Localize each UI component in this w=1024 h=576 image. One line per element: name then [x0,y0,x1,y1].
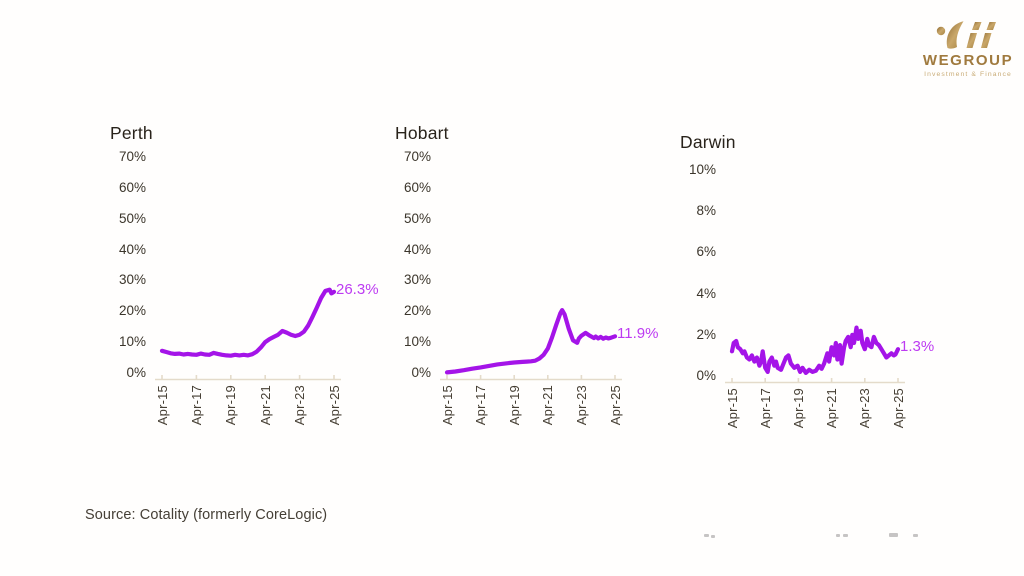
y-tick-label: 10% [403,334,431,350]
y-tick-label: 10% [118,334,146,350]
x-tick-label: Apr-19 [506,385,522,426]
logo-tagline-text: Investment & Finance [924,71,1012,78]
y-tick-label: 30% [403,272,431,288]
y-tick-label: 20% [118,303,146,319]
x-tick-label: Apr-15 [154,385,170,426]
logo-brand-text: WEGROUP [922,52,1014,69]
wegroup-logo-icon [936,21,996,49]
y-tick-label: 40% [403,241,431,257]
y-tick-label: 0% [126,365,146,380]
y-tick-label: 6% [696,244,716,260]
x-axis: Apr-15 Apr-17 Apr-19 Apr-21 Apr-23 Apr-25 [94,385,366,447]
y-tick-label: 40% [118,241,146,257]
line-series [440,308,622,381]
y-tick-label: 0% [696,368,716,383]
line-series [725,325,905,384]
plot-area: 26.3% [152,157,379,385]
x-tick-label: Apr-15 [439,385,455,426]
chart-title: Darwin [680,132,736,152]
y-tick-label: 50% [403,210,431,226]
line-series [155,287,341,381]
y-tick-label: 10% [688,162,716,177]
series-end-label: 1.3% [900,338,935,356]
y-tick-label: 70% [118,149,146,164]
chart-title: Hobart [395,123,449,143]
series-end-label: 26.3% [336,280,379,298]
x-tick-label: Apr-17 [473,385,489,426]
y-tick-label: 0% [411,365,431,380]
x-tick-label: Apr-15 [724,388,740,429]
x-tick-label: Apr-21 [824,388,840,429]
chart-hobart: Hobart 70% 60% 50% 40% 30% 20% 10% 0% 11.9% Apr… [379,118,658,453]
x-tick-label: Apr-23 [857,388,873,429]
x-tick-label: Apr-23 [292,385,308,426]
x-tick-label: Apr-17 [757,388,773,429]
chart-title: Perth [110,123,153,143]
chart-perth: Perth 70% 60% 50% 40% 30% 20% 10% 0% 26.3% Apr-… [94,118,379,453]
plot-area: 1.3% [722,170,934,388]
wegroup-logo: WEGROUP Investment & Finance [918,20,1018,78]
cropped-text-fragment [711,535,715,538]
x-tick-label: Apr-23 [573,385,589,426]
y-tick-label: 70% [403,149,431,164]
x-tick-label: Apr-25 [326,385,342,426]
x-tick-label: Apr-25 [890,388,906,429]
x-axis: Apr-15 Apr-17 Apr-19 Apr-21 Apr-23 Apr-25 [379,385,651,447]
cropped-text-fragment [704,534,709,537]
cropped-text-fragment [889,533,898,537]
cropped-text-fragment [843,534,848,537]
y-tick-label: 8% [696,203,716,219]
y-tick-label: 60% [118,179,146,195]
series-end-label: 11.9% [617,325,659,343]
cropped-text-fragment [913,534,918,537]
chart-darwin: Darwin 10% 8% 6% 4% 2% 0% 1.3% Apr-15 Apr-17 Ap… [664,118,936,453]
y-tick-label: 30% [118,272,146,288]
y-tick-label: 60% [403,179,431,195]
x-tick-label: Apr-21 [540,385,556,426]
x-tick-label: Apr-17 [188,385,204,426]
cropped-text-fragment [836,534,840,537]
x-tick-label: Apr-21 [257,385,273,426]
x-tick-label: Apr-19 [790,388,806,429]
x-tick-label: Apr-25 [607,385,623,426]
y-tick-label: 4% [696,285,716,301]
plot-area: 11.9% [437,157,658,385]
source-note: Source: Cotality (formerly CoreLogic) [85,507,328,523]
y-tick-label: 2% [696,326,716,342]
y-tick-label: 20% [403,303,431,319]
x-axis: Apr-15 Apr-17 Apr-19 Apr-21 Apr-23 Apr-25 [664,388,936,450]
x-tick-label: Apr-19 [223,385,239,426]
y-tick-label: 50% [118,210,146,226]
